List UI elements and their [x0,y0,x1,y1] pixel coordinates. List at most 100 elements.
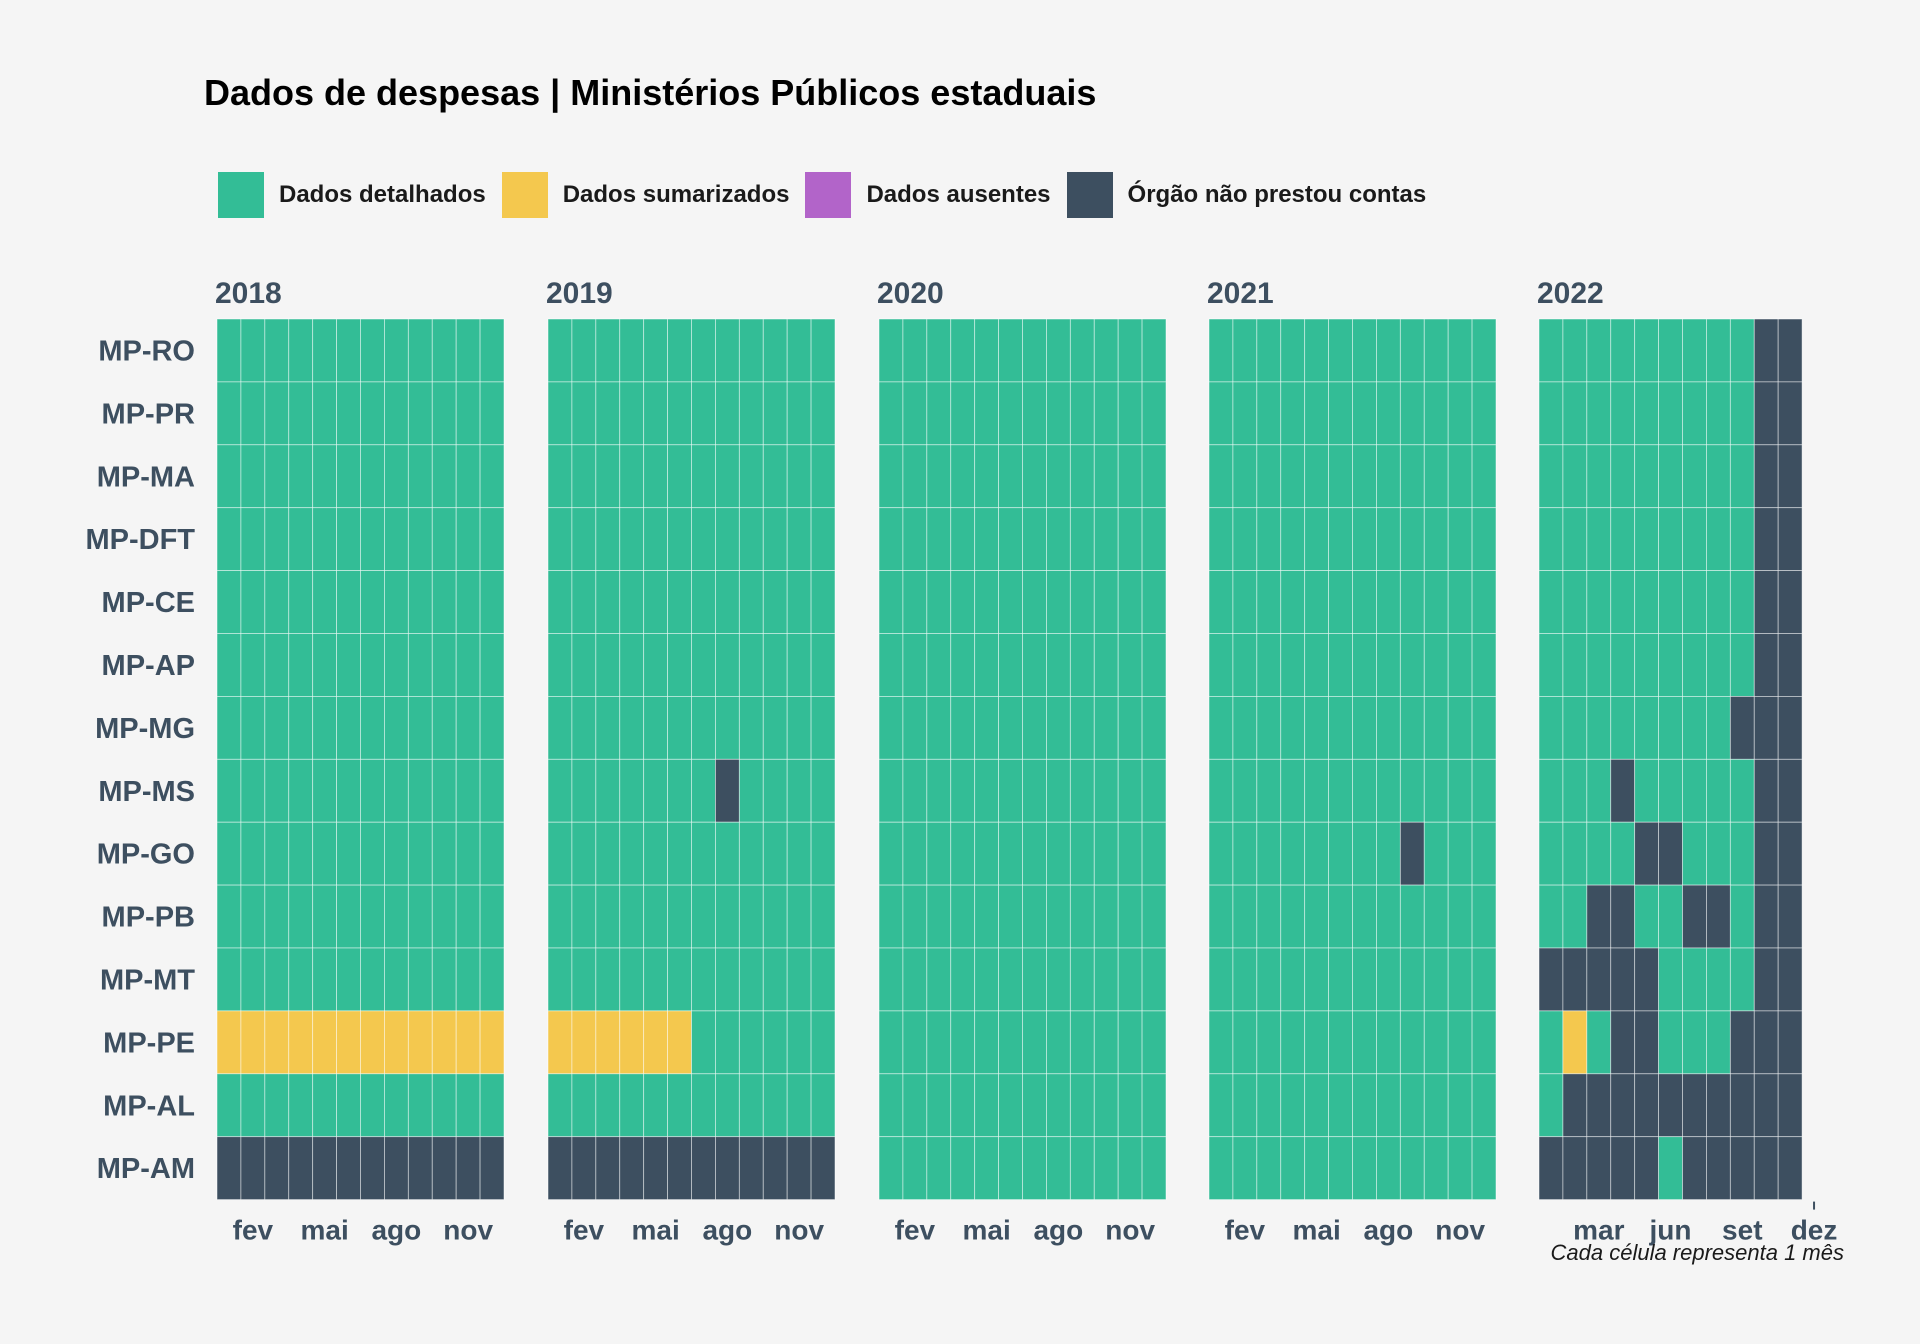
cell-mp-al-2019-11 [786,1073,812,1138]
cell-mp-go-2022-6 [1658,821,1683,886]
cell-mp-mt-2021-2 [1232,947,1258,1012]
cell-mp-mt-2021-4 [1280,947,1306,1012]
cell-mp-ro-2018-1 [216,318,242,383]
cell-mp-ro-2021-12 [1471,318,1497,383]
cell-mp-al-2020-8 [1046,1073,1071,1138]
cell-mp-mg-2022-2 [1562,696,1588,760]
cell-mp-mt-2018-8 [384,947,409,1012]
cell-mp-ro-2020-6 [998,318,1023,383]
tick-2019-ago: ago [702,1215,752,1246]
cell-mp-pb-2021-7 [1352,884,1377,949]
cell-mp-pr-2022-11 [1777,381,1803,446]
row-label-mp-ma: MP-MA [97,461,195,493]
year-label-2021: 2021 [1207,277,1274,310]
cell-mp-ms-2020-10 [1093,758,1119,823]
cell-mp-pr-2019-2 [571,381,597,446]
cell-mp-ma-2019-10 [762,444,788,509]
cell-mp-pe-2022-4 [1610,1010,1636,1075]
cell-mp-ma-2020-3 [926,444,952,509]
cell-mp-al-2018-12 [479,1073,505,1138]
cell-mp-ap-2018-3 [264,633,290,697]
cell-mp-ro-2020-7 [1022,318,1047,383]
cell-mp-dft-2018-2 [240,507,266,572]
cell-mp-mt-2018-5 [312,947,337,1012]
cell-mp-ap-2019-9 [738,633,764,697]
cell-mp-mt-2019-7 [691,947,716,1012]
cell-mp-mg-2020-2 [902,696,928,760]
cell-mp-al-2020-9 [1069,1073,1095,1138]
tick-2020-mai: mai [963,1215,1011,1246]
year-label-2019: 2019 [546,277,613,310]
cell-mp-pr-2018-8 [384,381,409,446]
cell-mp-ro-2019-9 [738,318,764,383]
cell-mp-pe-2018-8 [384,1010,409,1075]
cell-mp-dft-2021-11 [1447,507,1473,572]
year-label-2018: 2018 [215,277,282,310]
cell-mp-ce-2021-9 [1399,570,1425,634]
cell-mp-al-2022-11 [1777,1073,1803,1138]
cell-mp-ma-2020-9 [1069,444,1095,509]
cell-mp-go-2019-3 [595,821,621,886]
cell-mp-am-2021-9 [1399,1136,1425,1200]
tick-2021-mai: mai [1293,1215,1341,1246]
cell-mp-am-2021-5 [1304,1136,1329,1200]
cell-mp-dft-2020-9 [1069,507,1095,572]
cell-mp-mt-2019-6 [667,947,692,1012]
cell-mp-ms-2018-2 [240,758,266,823]
cell-mp-dft-2022-1 [1538,507,1564,572]
cell-mp-ma-2018-7 [360,444,385,509]
cell-mp-ro-2019-7 [691,318,716,383]
cell-mp-mt-2022-5 [1634,947,1659,1012]
cell-mp-pb-2022-4 [1610,884,1636,949]
cell-mp-al-2020-4 [950,1073,976,1138]
cell-mp-am-2018-8 [384,1136,409,1200]
cell-mp-mt-2022-6 [1658,947,1683,1012]
cell-mp-dft-2020-6 [998,507,1023,572]
cell-mp-go-2021-8 [1376,821,1401,886]
cell-mp-pe-2022-1 [1538,1010,1564,1075]
cell-mp-pr-2021-4 [1280,381,1306,446]
cell-mp-am-2019-2 [571,1136,597,1200]
cell-mp-pe-2020-12 [1141,1010,1167,1075]
tick-2022-jun: jun [1649,1215,1692,1246]
cell-mp-dft-2021-4 [1280,507,1306,572]
cell-mp-ce-2019-7 [691,570,716,634]
cell-mp-dft-2022-3 [1586,507,1612,572]
cell-mp-al-2022-2 [1562,1073,1588,1138]
tick-2019-nov: nov [774,1215,824,1246]
cell-mp-ro-2022-1 [1538,318,1564,383]
row-label-mp-ap: MP-AP [102,650,195,682]
tick-2021-ago: ago [1363,1215,1413,1246]
cell-mp-pe-2022-3 [1586,1010,1612,1075]
cell-mp-pe-2021-1 [1208,1010,1234,1075]
cell-mp-ro-2018-5 [312,318,337,383]
cell-mp-ce-2020-9 [1069,570,1095,634]
cell-mp-am-2020-3 [926,1136,952,1200]
cell-mp-pe-2021-9 [1399,1010,1425,1075]
cell-mp-ap-2022-8 [1706,633,1731,697]
cell-mp-ma-2021-11 [1447,444,1473,509]
cell-mp-ro-2022-6 [1658,318,1683,383]
cell-mp-ce-2022-3 [1586,570,1612,634]
cell-mp-ce-2021-5 [1304,570,1329,634]
cell-mp-pb-2020-3 [926,884,952,949]
cell-mp-al-2019-2 [571,1073,597,1138]
cell-mp-ce-2018-5 [312,570,337,634]
cell-mp-al-2021-7 [1352,1073,1377,1138]
cell-mp-pe-2021-12 [1471,1010,1497,1075]
cell-mp-mt-2019-8 [715,947,740,1012]
cell-mp-mt-2020-6 [998,947,1023,1012]
cell-mp-mg-2022-9 [1729,696,1755,760]
cell-mp-ma-2022-10 [1753,444,1779,509]
cell-mp-ro-2020-12 [1141,318,1167,383]
cell-mp-pr-2018-1 [216,381,242,446]
cell-mp-pe-2020-10 [1093,1010,1119,1075]
cell-mp-al-2022-4 [1610,1073,1636,1138]
cell-mp-go-2022-5 [1634,821,1659,886]
cell-mp-ce-2021-10 [1423,570,1449,634]
cell-mp-pb-2018-1 [216,884,242,949]
cell-mp-ap-2022-9 [1729,633,1755,697]
cell-mp-ce-2021-11 [1447,570,1473,634]
row-label-mp-am: MP-AM [97,1153,195,1185]
cell-mp-ms-2021-11 [1447,758,1473,823]
